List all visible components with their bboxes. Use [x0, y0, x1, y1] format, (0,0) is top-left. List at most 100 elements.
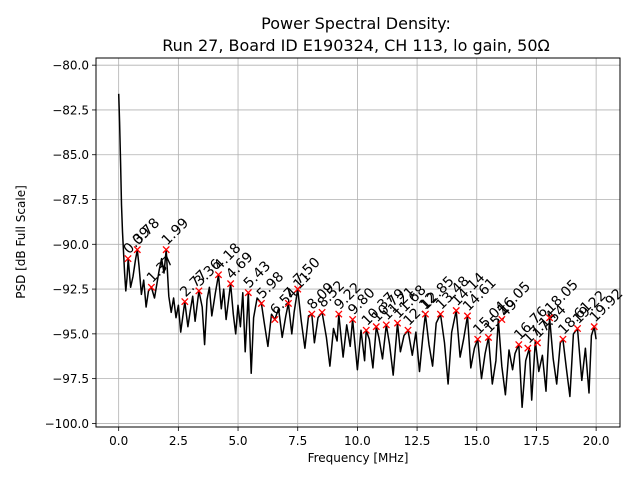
y-tick-label-8: −100.0: [45, 417, 89, 431]
grid: [96, 58, 620, 427]
peak-marker-stroke-b: [294, 285, 302, 293]
peak-marker-21: [404, 326, 412, 334]
x-tick-label-1: 2.5: [169, 434, 188, 448]
peak-marker-29: [515, 340, 523, 349]
peak-marker-stroke-b: [226, 280, 235, 288]
peak-marker-25: [463, 312, 472, 320]
peak-marker-stroke-b: [362, 326, 370, 334]
y-axis-ticks: −80.0 −82.5 −85.0 −87.5 −90.0 −92.5 −95.0 −97.5…: [45, 59, 96, 431]
peak-marker-stroke-b: [484, 333, 493, 342]
peak-marker-stroke-b: [284, 299, 293, 308]
x-tick-label-5: 12.5: [404, 434, 431, 448]
peak-marker-9: [257, 299, 266, 308]
peak-marker-22: [421, 310, 430, 318]
peak-marker-24: [452, 306, 460, 315]
peak-marker-stroke-b: [308, 310, 316, 318]
peak-marker-stroke-b: [524, 344, 532, 352]
peak-marker-stroke-b: [463, 312, 472, 320]
peak-marker-stroke-b: [124, 254, 132, 263]
peak-marker-stroke-b: [498, 315, 506, 324]
peak-marker-2: [147, 283, 156, 291]
peak-marker-17: [362, 326, 370, 334]
peak-marker-stroke-b: [348, 315, 357, 324]
peak-marker-13: [308, 310, 316, 318]
peak-marker-stroke-b: [271, 315, 279, 324]
x-tick-label-4: 10.0: [344, 434, 371, 448]
peak-marker-stroke-b: [162, 246, 170, 254]
peak-marker-stroke-b: [318, 308, 326, 317]
peak-marker-7: [226, 280, 235, 288]
peak-marker-12: [294, 285, 302, 293]
y-tick-label-7: −97.5: [52, 372, 89, 386]
peak-marker-stroke-b: [515, 340, 523, 349]
y-tick-label-1: −82.5: [52, 103, 89, 117]
y-tick-label-4: −90.0: [52, 238, 89, 252]
peak-marker-18: [372, 323, 380, 331]
peak-marker-3: [162, 246, 170, 254]
peak-marker-35: [590, 323, 598, 331]
peak-marker-31: [533, 339, 542, 347]
peak-marker-14: [318, 308, 326, 317]
x-tick-label-0: 0.0: [109, 434, 128, 448]
chart-subtitle: Run 27, Board ID E190324, CH 113, lo gai…: [162, 36, 550, 55]
peak-marker-stroke-b: [474, 335, 482, 343]
peak-marker-34: [573, 324, 582, 333]
peak-marker-stroke-b: [404, 326, 412, 334]
peak-marker-stroke-b: [533, 339, 542, 347]
y-tick-label-5: −92.5: [52, 283, 89, 297]
peak-marker-stroke-b: [244, 288, 252, 297]
peak-marker-stroke-b: [257, 299, 266, 308]
peak-marker-stroke-b: [335, 310, 343, 318]
peak-marker-stroke-b: [421, 310, 430, 318]
peak-marker-20: [393, 319, 402, 327]
x-axis-label: Frequency [MHz]: [308, 451, 409, 465]
x-tick-label-6: 15.0: [463, 434, 490, 448]
peak-marker-10: [271, 315, 279, 324]
peak-marker-30: [524, 344, 532, 352]
y-tick-label-3: −87.5: [52, 193, 89, 207]
peak-marker-stroke-b: [372, 323, 380, 331]
peak-marker-stroke-b: [382, 321, 390, 329]
peak-marker-4: [181, 297, 189, 306]
psd-series-line-0: [117, 93, 597, 409]
peak-marker-stroke-b: [573, 324, 582, 333]
peak-marker-1: [133, 246, 141, 254]
x-axis-ticks: 0.0 2.5 5.0 7.5 10.0 12.5 15.0 17.5 20.0: [109, 427, 609, 448]
peak-marker-0: [124, 254, 132, 263]
peak-marker-stroke-b: [452, 306, 460, 315]
y-tick-label-6: −95.0: [52, 327, 89, 341]
peak-marker-11: [284, 299, 293, 308]
peak-marker-32: [545, 314, 554, 322]
peak-marker-6: [214, 271, 223, 279]
chart-title: Power Spectral Density:: [261, 14, 451, 33]
peak-marker-stroke-b: [545, 314, 554, 322]
y-tick-label-0: −80.0: [52, 59, 89, 73]
x-tick-label-2: 5.0: [228, 434, 247, 448]
peak-marker-stroke-b: [147, 283, 156, 291]
peak-marker-15: [335, 310, 343, 318]
peak-marker-23: [436, 310, 445, 318]
plot-frame: [95, 57, 621, 428]
peak-marker-8: [244, 288, 252, 297]
peak-marker-stroke-b: [133, 246, 141, 254]
peak-marker-27: [484, 333, 493, 342]
plot-area: [117, 93, 597, 409]
peak-marker-stroke-b: [181, 297, 189, 306]
y-tick-label-2: −85.0: [52, 148, 89, 162]
peak-marker-stroke-b: [436, 310, 445, 318]
peak-marker-5: [195, 287, 203, 295]
peak-marker-28: [498, 315, 506, 324]
peak-marker-stroke-b: [393, 319, 402, 327]
peak-marker-16: [348, 315, 357, 324]
x-tick-label-7: 17.5: [523, 434, 550, 448]
x-tick-label-8: 20.0: [583, 434, 610, 448]
x-tick-label-3: 7.5: [288, 434, 307, 448]
peak-marker-stroke-b: [559, 335, 567, 343]
peak-marker-33: [559, 335, 567, 343]
peak-marker-stroke-b: [214, 271, 223, 279]
peak-marker-stroke-b: [195, 287, 203, 295]
peak-marker-26: [474, 335, 482, 343]
peak-marker-19: [382, 321, 390, 329]
